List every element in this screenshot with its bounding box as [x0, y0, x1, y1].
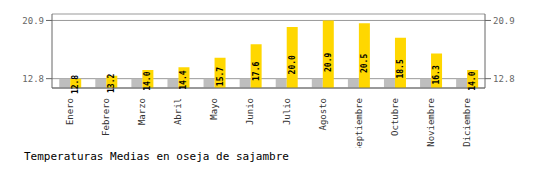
svg-text:15.7: 15.7 [216, 67, 225, 86]
svg-text:Marzo: Marzo [137, 98, 147, 125]
svg-text:Enero: Enero [65, 98, 75, 125]
svg-text:13.2: 13.2 [107, 74, 116, 93]
svg-text:Mayo: Mayo [209, 98, 219, 120]
svg-text:Abril: Abril [173, 98, 183, 125]
svg-text:14.4: 14.4 [179, 70, 188, 89]
svg-text:16.3: 16.3 [432, 65, 441, 84]
svg-text:Julio: Julio [282, 98, 292, 125]
svg-text:12.8: 12.8 [22, 74, 44, 84]
svg-text:20.5: 20.5 [360, 54, 369, 73]
html-text:Temperaturas Medias en oseja d: Temperaturas Medias en oseja de sajambre [24, 150, 289, 163]
svg-text:Agosto: Agosto [318, 98, 328, 131]
svg-text:17.6: 17.6 [252, 62, 261, 81]
svg-text:18.5: 18.5 [396, 59, 405, 78]
svg-text:12.8: 12.8 [71, 75, 80, 94]
svg-text:Diciembre: Diciembre [462, 98, 472, 147]
svg-text:Septiembre: Septiembre [354, 98, 364, 148]
svg-text:Noviembre: Noviembre [426, 98, 436, 147]
svg-text:Junio: Junio [245, 98, 255, 125]
svg-text:Octubre: Octubre [390, 98, 400, 136]
svg-text:20.9: 20.9 [324, 53, 333, 72]
svg-text:20.0: 20.0 [288, 55, 297, 74]
svg-text:Febrero: Febrero [101, 98, 111, 136]
svg-text:14.0: 14.0 [143, 71, 152, 90]
svg-text:14.0: 14.0 [468, 71, 477, 90]
svg-text:20.9: 20.9 [22, 16, 44, 26]
svg-text:20.9: 20.9 [493, 16, 515, 26]
svg-text:12.8: 12.8 [493, 74, 515, 84]
